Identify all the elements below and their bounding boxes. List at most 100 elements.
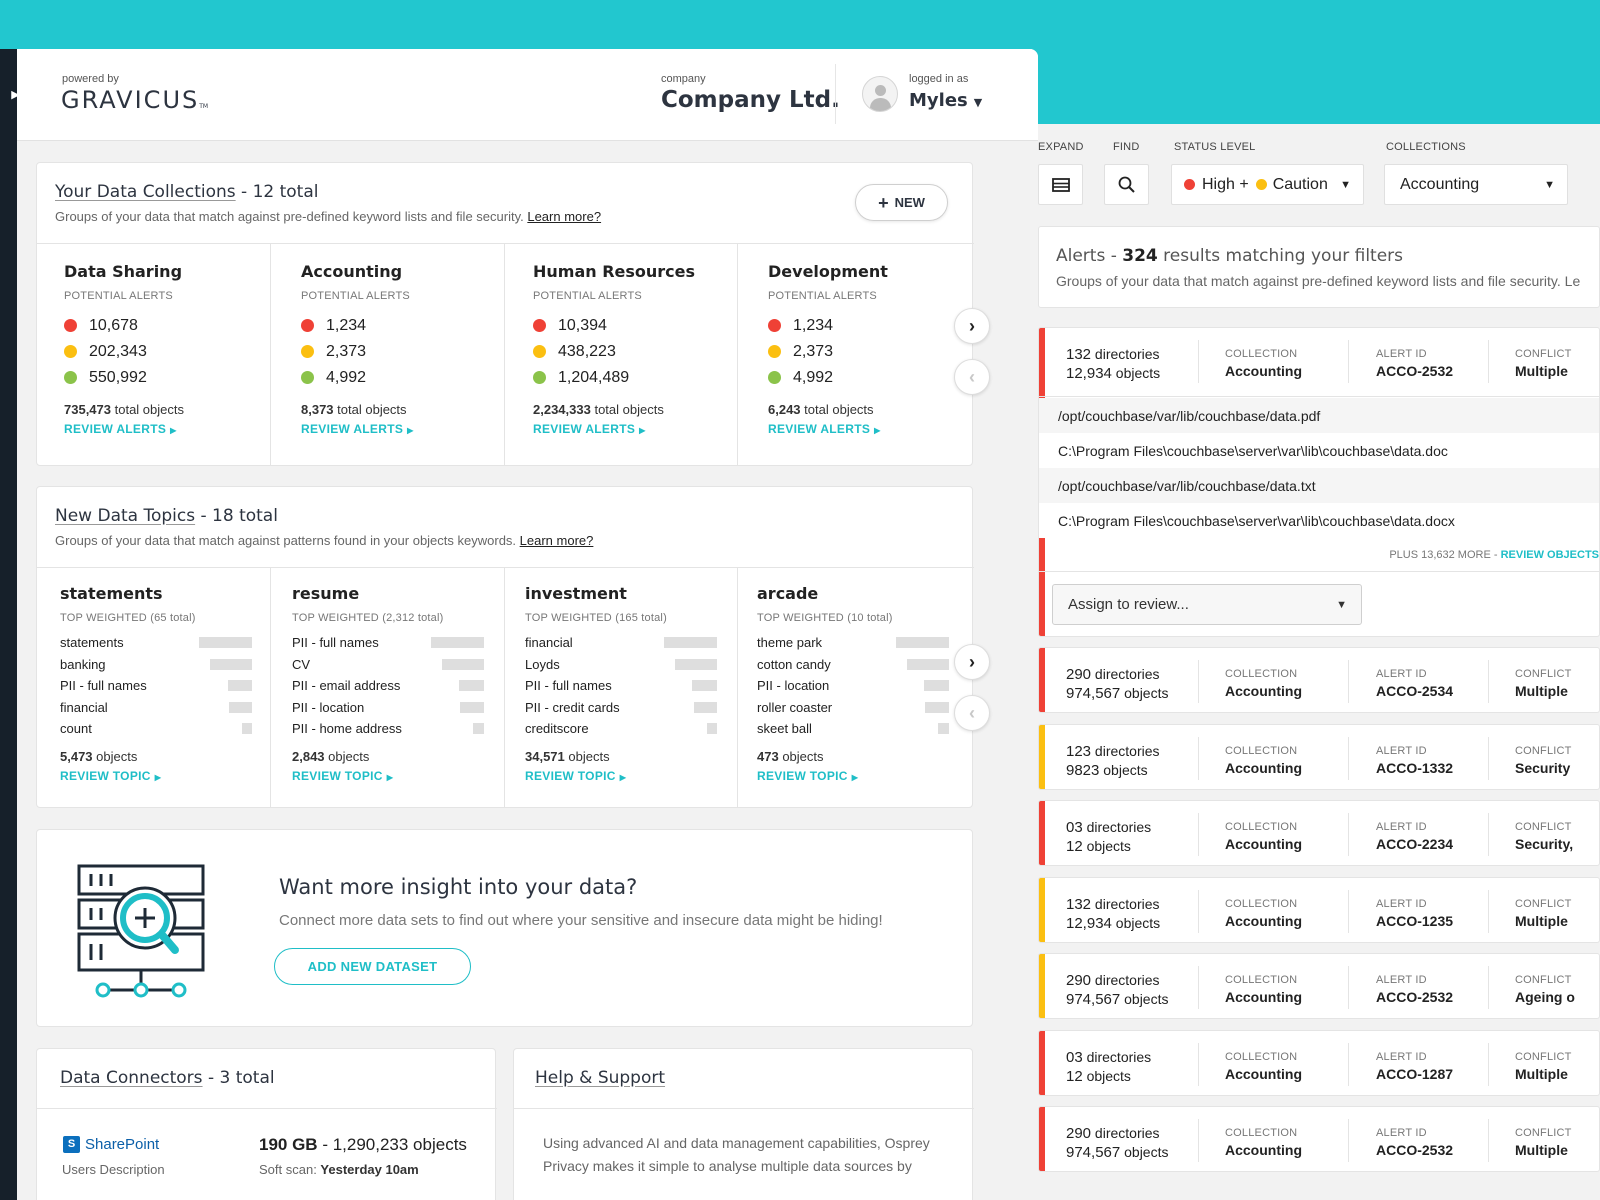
user-menu[interactable]: Myles ▼	[909, 90, 982, 111]
new-collection-button[interactable]: + NEW	[855, 184, 948, 221]
divider	[1488, 660, 1489, 703]
medium-dot	[64, 345, 77, 358]
review-alerts-link[interactable]: REVIEW ALERTS ▶	[533, 422, 695, 436]
total-objects-value: 8,373	[301, 402, 334, 417]
low-count: 4,992	[793, 368, 834, 386]
logo-text: GRAVICUS	[61, 86, 200, 114]
review-topic-link[interactable]: REVIEW TOPIC ▶	[292, 769, 484, 783]
alerts-summary-card: Alerts - 324 results matching your filte…	[1038, 226, 1600, 308]
alert-id: ACCO-1332	[1376, 759, 1454, 776]
review-alerts-link[interactable]: REVIEW ALERTS ▶	[64, 422, 184, 436]
alert-card[interactable]: 290 directories 974,567 objects COLLECTI…	[1038, 647, 1600, 713]
chevron-left-icon: ‹	[969, 366, 975, 387]
topic-objects: 473 objects	[757, 749, 949, 764]
divider	[1348, 966, 1349, 1009]
divider	[1348, 1042, 1349, 1086]
low-alert-count: 4,992	[768, 368, 888, 387]
topics-prev-button[interactable]: ‹	[954, 695, 990, 731]
object-path-row[interactable]: /opt/couchbase/var/lib/couchbase/data.tx…	[1039, 468, 1599, 503]
alert-conflict: Ageing o	[1515, 989, 1575, 1005]
keyword-weight-bar	[242, 723, 252, 735]
topic-column: investment TOP WEIGHTED (165 total) fina…	[525, 584, 717, 783]
alert-card[interactable]: 290 directories 974,567 objects COLLECTI…	[1038, 953, 1600, 1019]
review-alerts-label: REVIEW ALERTS	[533, 422, 636, 436]
topics-subtitle-text: Groups of your data that match against p…	[55, 533, 517, 548]
alert-collection: Accounting	[1225, 1065, 1302, 1082]
review-alerts-link[interactable]: REVIEW ALERTS ▶	[768, 422, 888, 436]
alert-card[interactable]: 132 directories 12,934 objects COLLECTIO…	[1038, 876, 1600, 943]
alert-card[interactable]: 03 directories 12 objects COLLECTION Acc…	[1038, 1029, 1600, 1096]
expand-button[interactable]	[1038, 164, 1083, 205]
topic-keyword-row: skeet ball	[757, 718, 949, 740]
collections-title-link[interactable]: Your Data Collections	[55, 182, 236, 202]
keyword-weight-bar	[442, 658, 484, 670]
help-support-card: Help & Support Using advanced AI and dat…	[513, 1048, 974, 1200]
chevron-left-icon: ‹	[969, 702, 975, 723]
topics-total: - 18 total	[195, 506, 278, 526]
top-weighted-label: TOP WEIGHTED (10 total)	[757, 612, 893, 624]
alert-conflict: Multiple	[1515, 1142, 1568, 1158]
review-alerts-label: REVIEW ALERTS	[768, 422, 871, 436]
alert-card[interactable]: 123 directories 9823 objects COLLECTION …	[1038, 723, 1600, 790]
severity-indicator	[1039, 954, 1045, 1018]
directories-word: directories	[1094, 742, 1160, 759]
collections-select[interactable]: Accounting ▼	[1384, 164, 1568, 205]
divider	[1198, 736, 1199, 780]
user-avatar-icon[interactable]	[862, 76, 898, 112]
plus-icon: +	[878, 192, 889, 213]
collections-learn-more-link[interactable]: Learn more?	[527, 209, 602, 224]
divider	[1488, 1119, 1489, 1162]
alert-card[interactable]: 290 directories 974,567 objects COLLECTI…	[1038, 1106, 1600, 1172]
directories-word: directories	[1094, 346, 1160, 362]
divider	[737, 244, 738, 466]
connectors-title-link[interactable]: Data Connectors	[60, 1068, 203, 1088]
topics-next-button[interactable]: ›	[954, 644, 990, 680]
divider	[1198, 1119, 1199, 1162]
topic-keyword-row: PII - location	[757, 675, 949, 697]
topics-title-link[interactable]: New Data Topics	[55, 506, 196, 526]
alert-card-expanded[interactable]: 132 directories 12,934 objects COLLECTIO…	[1038, 327, 1600, 637]
divider	[1348, 660, 1349, 703]
divider	[37, 567, 974, 568]
review-topic-link[interactable]: REVIEW TOPIC ▶	[757, 769, 949, 783]
object-path-row[interactable]: C:\Program Files\couchbase\server\var\li…	[1039, 433, 1599, 468]
collections-prev-button[interactable]: ‹	[954, 359, 990, 395]
data-collections-card: Your Data Collections - 12 total Groups …	[36, 162, 990, 466]
topic-keyword-row: statements	[60, 632, 252, 654]
status-level-select[interactable]: High + Caution ▼	[1171, 164, 1364, 205]
total-objects-value: 735,473	[64, 402, 111, 417]
search-icon	[1118, 176, 1135, 193]
add-new-dataset-button[interactable]: ADD NEW DATASET	[274, 948, 471, 985]
medium-dot	[533, 345, 546, 358]
review-objects-link[interactable]: REVIEW OBJECTS	[1500, 549, 1599, 561]
review-topic-link[interactable]: REVIEW TOPIC ▶	[60, 769, 252, 783]
alert-card[interactable]: 03 directories 12 objects COLLECTION Acc…	[1038, 800, 1600, 866]
find-button[interactable]	[1104, 164, 1149, 205]
total-objects-suffix: total objects	[114, 402, 184, 417]
keyword-label: PII - email address	[292, 678, 401, 694]
collections-next-button[interactable]: ›	[954, 308, 990, 344]
topic-keyword-row: PII - full names	[525, 675, 717, 697]
collection-col-label: COLLECTION	[1225, 1050, 1298, 1063]
divider	[1198, 660, 1199, 703]
topic-objects-suffix: objects	[96, 748, 138, 764]
topics-learn-more-link[interactable]: Learn more?	[519, 533, 594, 548]
review-alerts-link[interactable]: REVIEW ALERTS ▶	[301, 422, 414, 436]
help-title-link[interactable]: Help & Support	[535, 1068, 666, 1088]
top-weighted-label: TOP WEIGHTED (165 total)	[525, 612, 667, 624]
topic-keyword-row: CV	[292, 654, 484, 676]
topic-column: statements TOP WEIGHTED (65 total) state…	[60, 584, 252, 783]
alert-id-col-label: ALERT ID	[1376, 348, 1427, 360]
chevron-right-icon: ▶	[11, 89, 20, 101]
object-path-row[interactable]: C:\Program Files\couchbase\server\var\li…	[1039, 503, 1599, 538]
total-objects-suffix: total objects	[337, 402, 407, 417]
divider	[504, 244, 505, 466]
high-count: 10,394	[558, 316, 607, 334]
low-count: 550,992	[89, 368, 147, 386]
assign-to-review-select[interactable]: Assign to review... ▼	[1052, 584, 1362, 625]
plus-more-row: PLUS 13,632 MORE - REVIEW OBJECTS	[1389, 549, 1599, 561]
alerts-title: Alerts - 324 results matching your filte…	[1056, 246, 1403, 266]
medium-alert-count: 2,373	[301, 342, 414, 361]
review-topic-link[interactable]: REVIEW TOPIC ▶	[525, 769, 717, 783]
object-path-row[interactable]: /opt/couchbase/var/lib/couchbase/data.pd…	[1039, 398, 1599, 433]
